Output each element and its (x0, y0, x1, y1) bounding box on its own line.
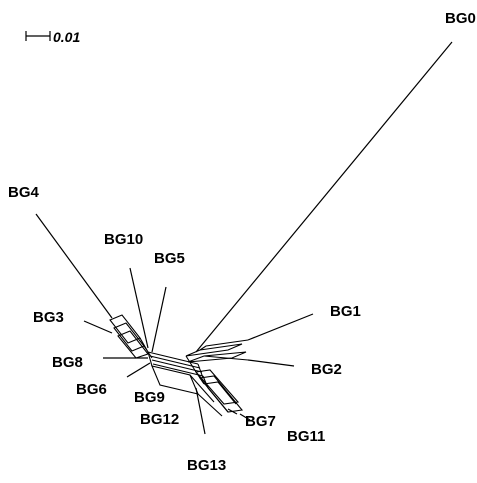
network-core (109, 314, 249, 417)
branch-bg6 (126, 362, 151, 378)
taxon-label-bg13: BG13 (187, 457, 226, 474)
branch-bg2 (247, 359, 295, 367)
split-edge (203, 355, 249, 361)
split-edge (152, 363, 204, 377)
split-edge (147, 351, 153, 367)
branch-bg4 (35, 213, 113, 319)
branch-bg3 (83, 320, 113, 334)
taxon-labels: BG0 BG1 BG2 BG3 BG4 BG5 BG6 BG7 BG8 BG9 … (8, 10, 476, 474)
branch-bg5 (151, 286, 167, 353)
branch-bg0 (195, 41, 453, 353)
split-edge (189, 374, 215, 403)
split-edge (199, 339, 249, 351)
taxon-label-bg12: BG12 (140, 411, 179, 428)
taxon-label-bg8: BG8 (52, 354, 83, 371)
branch-bg11 (239, 413, 251, 421)
split-edge (197, 393, 223, 417)
terminal-branches (35, 41, 453, 435)
split-box (194, 369, 240, 405)
split-edge (202, 375, 229, 413)
split-edge (203, 381, 237, 405)
split-edge (185, 355, 205, 385)
taxon-label-bg5: BG5 (154, 250, 185, 267)
branch-bg7 (227, 408, 238, 415)
split-box (185, 343, 243, 357)
branch-bg13 (195, 387, 206, 435)
scale-bar: 0.01 (25, 29, 80, 45)
taxon-label-bg2: BG2 (311, 361, 342, 378)
taxon-label-bg0: BG0 (445, 10, 476, 27)
branch-bg1 (247, 313, 314, 341)
taxon-label-bg1: BG1 (330, 303, 361, 320)
taxon-label-bg10: BG10 (104, 231, 143, 248)
branch-bg10 (129, 267, 149, 349)
taxon-label-bg7: BG7 (245, 413, 276, 430)
split-box (187, 351, 247, 363)
split-edge (151, 359, 203, 373)
taxon-label-bg6: BG6 (76, 381, 107, 398)
taxon-label-bg11: BG11 (287, 428, 325, 445)
taxon-label-bg3: BG3 (33, 309, 64, 326)
taxon-label-bg9: BG9 (134, 389, 165, 406)
taxon-label-bg4: BG4 (8, 184, 40, 201)
scale-bar-label: 0.01 (53, 29, 80, 45)
